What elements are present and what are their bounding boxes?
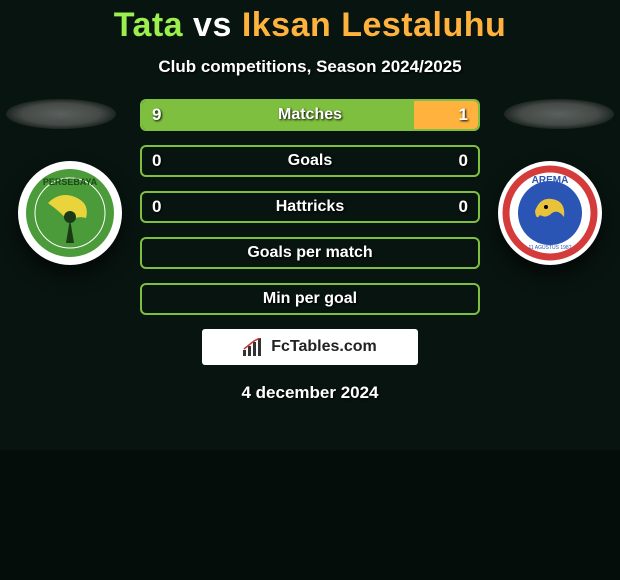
stat-value-left: 0 xyxy=(152,197,161,217)
arema-logo-icon: AREMA 11 AGUSTUS 1987 xyxy=(500,163,600,263)
title-right: Iksan Lestaluhu xyxy=(242,6,506,44)
logo-left-text: PERSEBAYA xyxy=(43,177,98,187)
stat-value-right: 1 xyxy=(459,105,468,125)
date-text: 4 december 2024 xyxy=(0,383,620,403)
title-vs: vs xyxy=(193,6,232,44)
stat-label: Matches xyxy=(142,106,478,124)
page-title: Tata vs Iksan Lestaluhu xyxy=(0,0,620,45)
stat-label: Goals xyxy=(142,152,478,170)
logo-right-subtext: 11 AGUSTUS 1987 xyxy=(529,245,572,251)
stat-row: Goals per match xyxy=(140,237,480,269)
persebaya-logo-icon: PERSEBAYA xyxy=(20,163,120,263)
stat-label: Goals per match xyxy=(142,244,478,262)
shadow-right xyxy=(504,99,614,129)
subtitle: Club competitions, Season 2024/2025 xyxy=(0,57,620,77)
logo-right-text: AREMA xyxy=(532,175,569,186)
stat-row: Goals0 0 xyxy=(140,145,480,177)
stat-row: Min per goal xyxy=(140,283,480,315)
stat-label: Hattricks xyxy=(142,198,478,216)
comparison-stage: PERSEBAYA AREMA 11 AGUSTUS 1987 Matches9… xyxy=(0,99,620,315)
bar-chart-icon xyxy=(243,338,265,356)
stat-value-left: 0 xyxy=(152,151,161,171)
team-logo-left: PERSEBAYA xyxy=(18,161,122,265)
stat-bars: Matches91Goals00Hattricks00Goals per mat… xyxy=(140,99,480,315)
stat-row: Matches9 1 xyxy=(140,99,480,131)
stat-value-right: 0 xyxy=(459,197,468,217)
stat-value-left: 9 xyxy=(152,105,161,125)
shadow-left xyxy=(6,99,116,129)
team-logo-right: AREMA 11 AGUSTUS 1987 xyxy=(498,161,602,265)
stat-value-right: 0 xyxy=(459,151,468,171)
stat-row: Hattricks0 0 xyxy=(140,191,480,223)
watermark-badge: FcTables.com xyxy=(202,329,418,365)
title-left: Tata xyxy=(114,6,183,44)
watermark-text: FcTables.com xyxy=(271,338,377,356)
stat-label: Min per goal xyxy=(142,290,478,308)
